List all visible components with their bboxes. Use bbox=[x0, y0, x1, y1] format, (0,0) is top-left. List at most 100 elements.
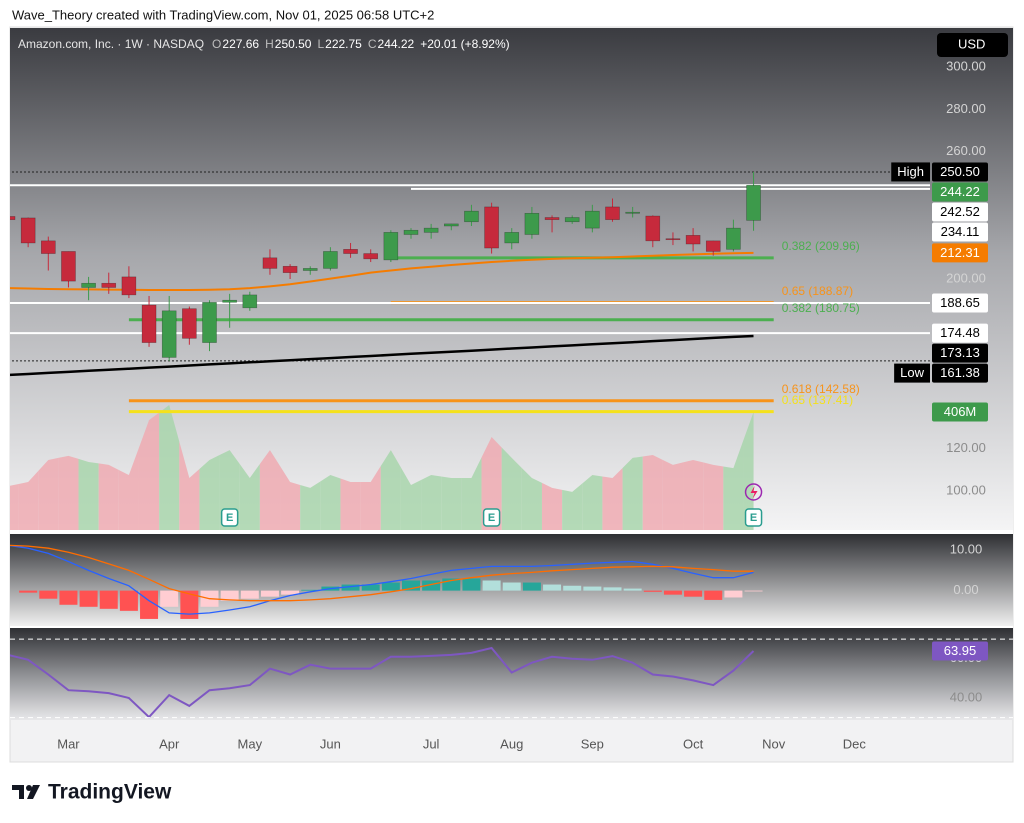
y-tick-label: 0.00 bbox=[953, 582, 978, 597]
volume-area bbox=[320, 475, 341, 530]
volume-area bbox=[642, 455, 663, 530]
x-tick-label: Aug bbox=[500, 736, 523, 751]
macd-bar bbox=[704, 590, 723, 600]
macd-bar bbox=[260, 590, 279, 597]
y-tick-label: 10.00 bbox=[950, 542, 983, 557]
y-tick-label: 120.00 bbox=[946, 440, 986, 455]
candle-body bbox=[61, 251, 76, 282]
earnings-marker bbox=[220, 508, 239, 527]
candle-body bbox=[363, 253, 379, 260]
earnings-label: E bbox=[750, 512, 757, 524]
macd-bar bbox=[543, 584, 562, 591]
macd-bar bbox=[119, 590, 138, 611]
logo-shape bbox=[27, 785, 40, 799]
candle-body bbox=[20, 217, 36, 244]
macd-bar bbox=[623, 588, 642, 591]
macd-bar bbox=[583, 586, 602, 591]
x-tick-label: Jul bbox=[423, 736, 440, 751]
price-tag: Low bbox=[900, 365, 924, 380]
candle-body bbox=[423, 227, 439, 233]
x-tick-label: Mar bbox=[57, 736, 80, 751]
candle-body bbox=[665, 238, 681, 241]
macd-line bbox=[10, 544, 754, 615]
price-label-box bbox=[932, 293, 988, 313]
price-label: 174.48 bbox=[940, 325, 980, 340]
candle-body bbox=[10, 216, 16, 220]
price-label: 188.65 bbox=[940, 295, 980, 310]
x-tick-label: May bbox=[238, 736, 263, 751]
logo-shape bbox=[26, 785, 32, 791]
fib-label: 0.65 (188.87) bbox=[782, 284, 853, 298]
candle-body bbox=[242, 294, 258, 309]
macd-bar bbox=[482, 580, 501, 591]
macd-bar bbox=[522, 582, 541, 591]
pane-separator bbox=[10, 626, 1013, 628]
candle-body bbox=[323, 251, 338, 269]
price-tag-box bbox=[894, 363, 930, 383]
macd-plot bbox=[10, 544, 763, 619]
price-plot bbox=[10, 171, 930, 530]
macd-bar bbox=[59, 590, 78, 605]
macd-bar bbox=[361, 584, 380, 591]
macd-bar bbox=[643, 590, 662, 592]
candle-body bbox=[484, 206, 499, 249]
volume-area bbox=[118, 447, 139, 530]
volume-area bbox=[662, 459, 684, 530]
candle-body bbox=[81, 282, 96, 288]
volume-area bbox=[239, 464, 260, 530]
candle-body bbox=[443, 223, 459, 227]
currency-button[interactable] bbox=[937, 33, 1008, 57]
price-label-box bbox=[932, 323, 988, 343]
volume-area bbox=[501, 447, 522, 530]
y-tick-label: 40.00 bbox=[950, 689, 983, 704]
macd-bar bbox=[281, 590, 300, 595]
macd-bar bbox=[19, 590, 38, 593]
signal-line bbox=[10, 544, 754, 602]
candle-body bbox=[40, 240, 56, 254]
macd-bar bbox=[240, 590, 259, 599]
header-caption: Wave_Theory created with TradingView.com… bbox=[12, 7, 434, 22]
candle-body bbox=[343, 249, 358, 254]
price-label-box bbox=[932, 343, 988, 363]
candle-body bbox=[383, 232, 399, 261]
volume-area bbox=[622, 456, 643, 530]
candle-body bbox=[202, 302, 217, 343]
chart-layer: 300.00280.00260.00220.00200.00120.00100.… bbox=[10, 37, 1013, 751]
price-label-box bbox=[932, 162, 988, 182]
volume-area bbox=[562, 483, 583, 530]
volume-area bbox=[683, 459, 704, 530]
price-label: 242.52 bbox=[940, 204, 980, 219]
candle-body bbox=[504, 232, 520, 244]
volume-area bbox=[743, 411, 754, 530]
macd-bar bbox=[744, 590, 763, 592]
candle-body bbox=[282, 265, 298, 273]
y-tick-label: 200.00 bbox=[946, 270, 986, 285]
rsi-pane bbox=[10, 628, 1013, 720]
legend-text: +20.01 (+8.92%) bbox=[420, 37, 509, 51]
fib-label: 0.65 (137.41) bbox=[782, 393, 853, 407]
moving-average bbox=[10, 334, 754, 377]
candle-body bbox=[685, 235, 701, 245]
footer-logo: TradingView bbox=[48, 781, 172, 804]
volume-area bbox=[300, 481, 321, 530]
price-label-box bbox=[932, 182, 988, 202]
candle-body bbox=[544, 217, 560, 220]
currency-label[interactable]: USD bbox=[958, 36, 985, 51]
legend-text: O bbox=[212, 37, 221, 51]
candle-body bbox=[524, 212, 540, 235]
candle-body bbox=[746, 184, 761, 221]
pane-separator bbox=[10, 530, 1013, 534]
price-label-box bbox=[932, 641, 988, 661]
volume-area bbox=[703, 462, 724, 530]
candle-body bbox=[645, 215, 661, 242]
volume-area bbox=[199, 455, 220, 530]
x-tick-label: Jun bbox=[320, 736, 341, 751]
price-label: 161.38 bbox=[940, 365, 980, 380]
price-label-box bbox=[932, 222, 988, 242]
fib-label: 0.618 (142.58) bbox=[782, 382, 860, 396]
event-icon bbox=[744, 483, 763, 501]
macd-bar bbox=[160, 590, 179, 607]
y-tick-label: 280.00 bbox=[946, 101, 986, 116]
legend-text: 222.75 bbox=[325, 37, 362, 51]
